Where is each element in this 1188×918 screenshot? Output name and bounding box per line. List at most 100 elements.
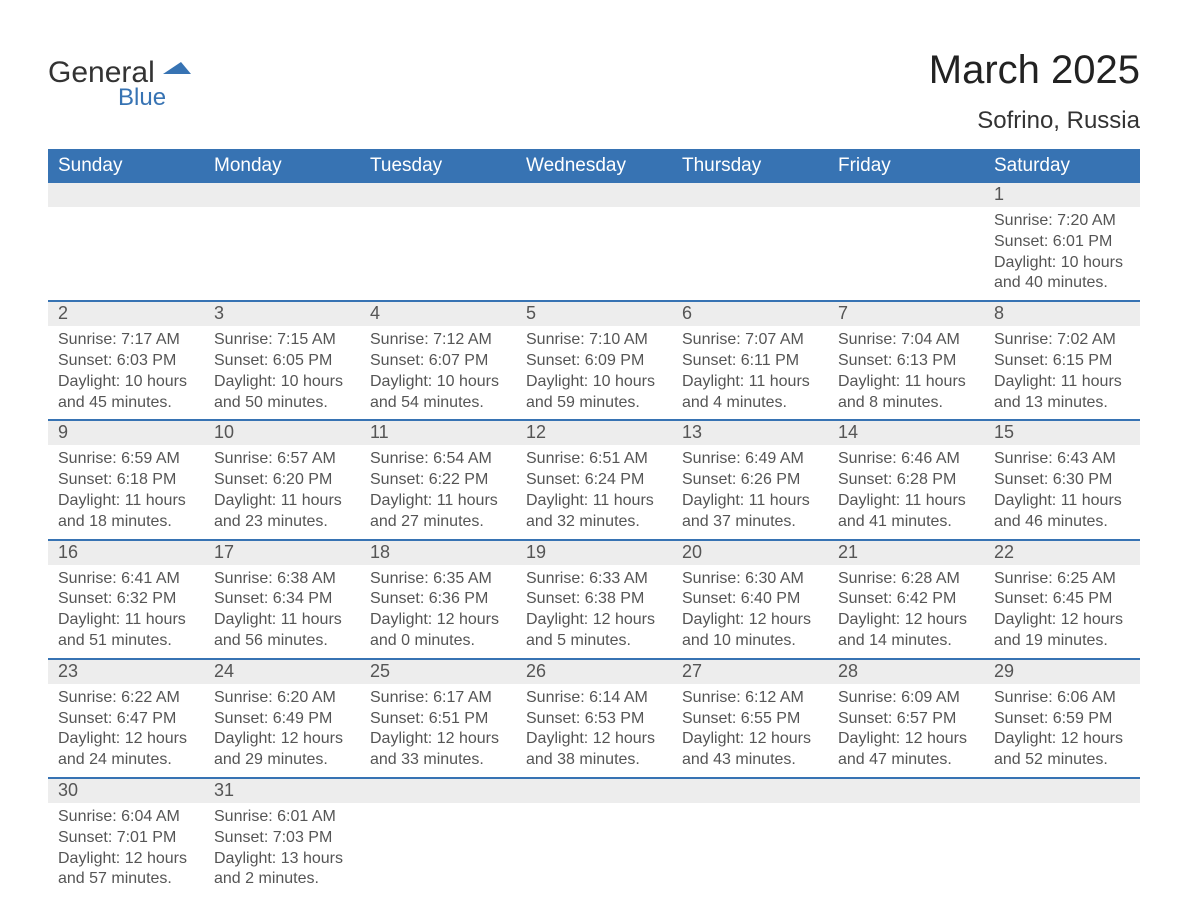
daylight-line2: and 50 minutes. xyxy=(214,393,350,414)
page-title: March 2025 xyxy=(929,48,1140,93)
day-number: 8 xyxy=(984,302,1140,324)
sunset-text: Sunset: 6:18 PM xyxy=(58,470,194,491)
day-body xyxy=(516,803,672,813)
sunset-text: Sunset: 6:49 PM xyxy=(214,709,350,730)
calendar-week: 9Sunrise: 6:59 AMSunset: 6:18 PMDaylight… xyxy=(48,419,1140,538)
day-body: Sunrise: 6:28 AMSunset: 6:42 PMDaylight:… xyxy=(828,565,984,658)
calendar-day-cell xyxy=(48,183,204,300)
calendar-day-cell: 31Sunrise: 6:01 AMSunset: 7:03 PMDayligh… xyxy=(204,779,360,896)
day-number-row: 20 xyxy=(672,541,828,565)
day-body: Sunrise: 6:01 AMSunset: 7:03 PMDaylight:… xyxy=(204,803,360,896)
daylight-line2: and 4 minutes. xyxy=(682,393,818,414)
calendar-day-cell: 11Sunrise: 6:54 AMSunset: 6:22 PMDayligh… xyxy=(360,421,516,538)
calendar-day-cell: 17Sunrise: 6:38 AMSunset: 6:34 PMDayligh… xyxy=(204,541,360,658)
calendar-day-cell xyxy=(672,183,828,300)
daylight-line1: Daylight: 10 hours xyxy=(370,372,506,393)
daylight-line2: and 27 minutes. xyxy=(370,512,506,533)
day-number-row: 21 xyxy=(828,541,984,565)
day-body xyxy=(204,207,360,217)
day-number-row: 2 xyxy=(48,302,204,326)
day-number: 6 xyxy=(672,302,828,324)
day-body: Sunrise: 7:15 AMSunset: 6:05 PMDaylight:… xyxy=(204,326,360,419)
day-number: 1 xyxy=(984,183,1140,205)
col-sunday: Sunday xyxy=(48,149,204,183)
day-number-row xyxy=(360,183,516,207)
sunrise-text: Sunrise: 7:17 AM xyxy=(58,330,194,351)
daylight-line1: Daylight: 12 hours xyxy=(838,610,974,631)
calendar-day-cell: 16Sunrise: 6:41 AMSunset: 6:32 PMDayligh… xyxy=(48,541,204,658)
sunset-text: Sunset: 6:32 PM xyxy=(58,589,194,610)
sunrise-text: Sunrise: 6:59 AM xyxy=(58,449,194,470)
day-number-row: 5 xyxy=(516,302,672,326)
sunrise-text: Sunrise: 7:10 AM xyxy=(526,330,662,351)
day-body: Sunrise: 6:38 AMSunset: 6:34 PMDaylight:… xyxy=(204,565,360,658)
sunrise-text: Sunrise: 6:38 AM xyxy=(214,569,350,590)
calendar-day-cell: 13Sunrise: 6:49 AMSunset: 6:26 PMDayligh… xyxy=(672,421,828,538)
day-body: Sunrise: 6:12 AMSunset: 6:55 PMDaylight:… xyxy=(672,684,828,777)
calendar-day-cell: 4Sunrise: 7:12 AMSunset: 6:07 PMDaylight… xyxy=(360,302,516,419)
col-wednesday: Wednesday xyxy=(516,149,672,183)
day-body: Sunrise: 7:17 AMSunset: 6:03 PMDaylight:… xyxy=(48,326,204,419)
sunrise-text: Sunrise: 6:33 AM xyxy=(526,569,662,590)
sunset-text: Sunset: 6:07 PM xyxy=(370,351,506,372)
calendar-day-cell xyxy=(516,779,672,896)
daylight-line1: Daylight: 10 hours xyxy=(526,372,662,393)
col-tuesday: Tuesday xyxy=(360,149,516,183)
calendar-day-cell: 21Sunrise: 6:28 AMSunset: 6:42 PMDayligh… xyxy=(828,541,984,658)
calendar-day-cell xyxy=(828,779,984,896)
calendar-day-cell: 1Sunrise: 7:20 AMSunset: 6:01 PMDaylight… xyxy=(984,183,1140,300)
calendar-day-cell: 7Sunrise: 7:04 AMSunset: 6:13 PMDaylight… xyxy=(828,302,984,419)
day-number xyxy=(828,183,984,184)
calendar-day-cell: 5Sunrise: 7:10 AMSunset: 6:09 PMDaylight… xyxy=(516,302,672,419)
daylight-line2: and 18 minutes. xyxy=(58,512,194,533)
day-number xyxy=(204,183,360,184)
day-body xyxy=(48,207,204,217)
daylight-line1: Daylight: 12 hours xyxy=(526,610,662,631)
day-number: 14 xyxy=(828,421,984,443)
sunrise-text: Sunrise: 6:30 AM xyxy=(682,569,818,590)
day-body xyxy=(360,207,516,217)
sunset-text: Sunset: 6:01 PM xyxy=(994,232,1130,253)
day-number xyxy=(516,183,672,184)
day-number-row: 12 xyxy=(516,421,672,445)
calendar-day-cell: 14Sunrise: 6:46 AMSunset: 6:28 PMDayligh… xyxy=(828,421,984,538)
day-number-row: 11 xyxy=(360,421,516,445)
day-number xyxy=(984,779,1140,780)
calendar-day-cell: 27Sunrise: 6:12 AMSunset: 6:55 PMDayligh… xyxy=(672,660,828,777)
sunset-text: Sunset: 6:36 PM xyxy=(370,589,506,610)
sunrise-text: Sunrise: 6:20 AM xyxy=(214,688,350,709)
day-number: 23 xyxy=(48,660,204,682)
calendar-day-cell: 29Sunrise: 6:06 AMSunset: 6:59 PMDayligh… xyxy=(984,660,1140,777)
day-number-row: 18 xyxy=(360,541,516,565)
day-number-row xyxy=(48,183,204,207)
sunset-text: Sunset: 6:34 PM xyxy=(214,589,350,610)
day-body xyxy=(984,803,1140,813)
day-number: 27 xyxy=(672,660,828,682)
day-number-row: 16 xyxy=(48,541,204,565)
daylight-line2: and 13 minutes. xyxy=(994,393,1130,414)
calendar-day-cell xyxy=(828,183,984,300)
day-number xyxy=(360,183,516,184)
day-number-row: 25 xyxy=(360,660,516,684)
daylight-line2: and 24 minutes. xyxy=(58,750,194,771)
day-number: 29 xyxy=(984,660,1140,682)
daylight-line2: and 46 minutes. xyxy=(994,512,1130,533)
daylight-line2: and 14 minutes. xyxy=(838,631,974,652)
daylight-line1: Daylight: 12 hours xyxy=(58,849,194,870)
sunrise-text: Sunrise: 6:22 AM xyxy=(58,688,194,709)
calendar-week: 30Sunrise: 6:04 AMSunset: 7:01 PMDayligh… xyxy=(48,777,1140,896)
day-body: Sunrise: 7:07 AMSunset: 6:11 PMDaylight:… xyxy=(672,326,828,419)
sunset-text: Sunset: 6:24 PM xyxy=(526,470,662,491)
calendar-day-cell xyxy=(360,779,516,896)
sunrise-text: Sunrise: 6:41 AM xyxy=(58,569,194,590)
day-number-row: 13 xyxy=(672,421,828,445)
daylight-line1: Daylight: 12 hours xyxy=(994,610,1130,631)
daylight-line1: Daylight: 11 hours xyxy=(214,610,350,631)
daylight-line2: and 5 minutes. xyxy=(526,631,662,652)
sunrise-text: Sunrise: 6:54 AM xyxy=(370,449,506,470)
day-number-row: 1 xyxy=(984,183,1140,207)
day-body: Sunrise: 7:12 AMSunset: 6:07 PMDaylight:… xyxy=(360,326,516,419)
day-number: 9 xyxy=(48,421,204,443)
day-body: Sunrise: 6:46 AMSunset: 6:28 PMDaylight:… xyxy=(828,445,984,538)
day-body: Sunrise: 6:30 AMSunset: 6:40 PMDaylight:… xyxy=(672,565,828,658)
